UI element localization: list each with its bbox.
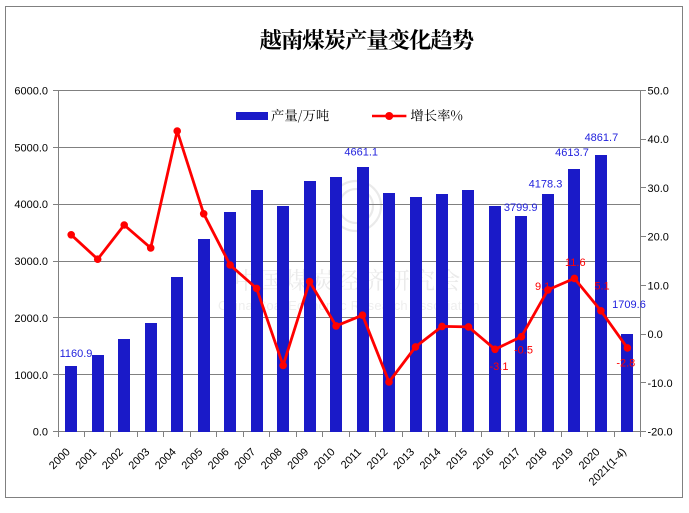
svg-text:0.0: 0.0 (33, 427, 48, 439)
svg-text:0.0: 0.0 (648, 329, 663, 341)
svg-text:1160.9: 1160.9 (60, 348, 93, 360)
svg-text:-3.1: -3.1 (490, 361, 509, 373)
svg-text:40.0: 40.0 (648, 134, 669, 146)
svg-text:4000.0: 4000.0 (14, 199, 48, 211)
svg-text:-20.0: -20.0 (648, 427, 673, 439)
svg-text:3000.0: 3000.0 (14, 256, 48, 268)
svg-text:4861.7: 4861.7 (585, 132, 619, 144)
svg-text:4178.3: 4178.3 (529, 179, 563, 191)
svg-text:30.0: 30.0 (648, 183, 669, 195)
svg-text:50.0: 50.0 (648, 86, 669, 98)
svg-text:-0.5: -0.5 (514, 344, 533, 356)
svg-text:1709.6: 1709.6 (612, 299, 646, 311)
svg-text:5000.0: 5000.0 (14, 142, 48, 154)
svg-text:5.1: 5.1 (594, 280, 609, 292)
svg-text:11.6: 11.6 (565, 257, 586, 269)
svg-text:6000.0: 6000.0 (14, 86, 48, 98)
svg-text:4661.1: 4661.1 (344, 146, 378, 158)
svg-text:3799.9: 3799.9 (504, 202, 538, 214)
svg-text:9.1: 9.1 (535, 281, 550, 293)
svg-text:2000.0: 2000.0 (14, 313, 48, 325)
svg-text:4613.7: 4613.7 (555, 147, 589, 159)
svg-text:10.0: 10.0 (648, 281, 669, 293)
svg-text:-2.8: -2.8 (616, 358, 635, 370)
svg-text:20.0: 20.0 (648, 232, 669, 244)
svg-text:-10.0: -10.0 (648, 378, 673, 390)
svg-text:1000.0: 1000.0 (14, 370, 48, 382)
